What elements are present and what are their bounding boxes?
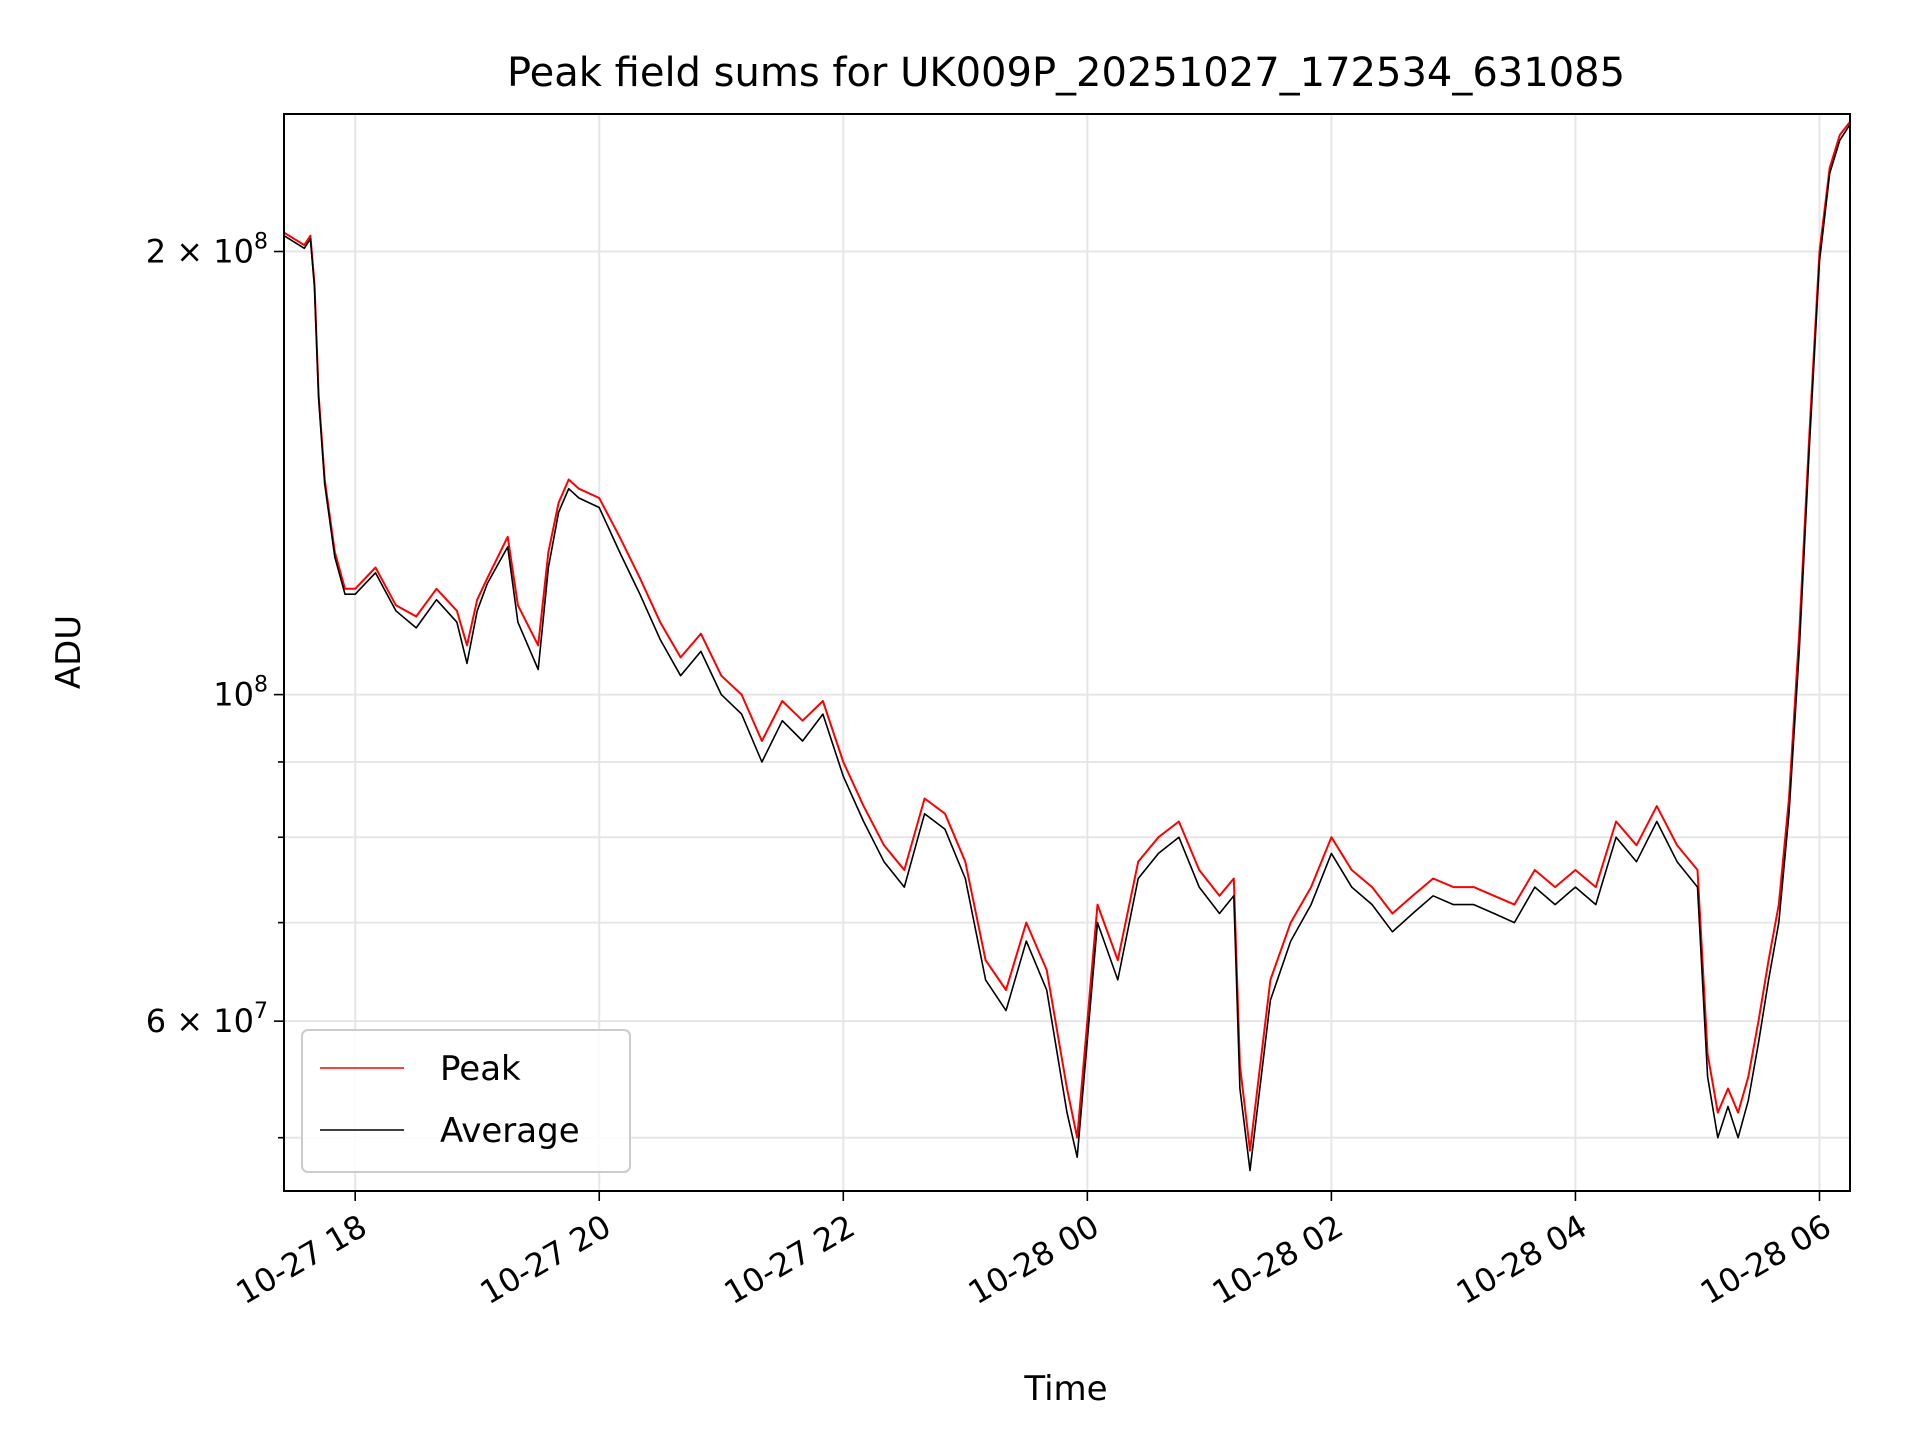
legend-label-peak: Peak <box>440 1049 521 1089</box>
y-tick-label-exponent: 8 <box>254 673 268 698</box>
legend-box <box>301 1029 631 1173</box>
plot-frame <box>283 113 1851 1192</box>
y-tick-label-base: 2 × 10 <box>146 233 254 271</box>
y-axis-label: ADU <box>49 615 89 689</box>
y-tick-label-exponent: 8 <box>254 230 268 255</box>
y-tick-label-exponent: 7 <box>254 999 268 1024</box>
series-line-peak <box>284 121 1850 1152</box>
x-axis-label: Time <box>1023 1369 1107 1409</box>
y-tick-label: 108 <box>213 673 268 714</box>
legend: Peak Average <box>301 1029 631 1173</box>
y-tick-label: 2 × 108 <box>146 230 268 271</box>
series-layer <box>284 121 1850 1172</box>
y-tick-label: 6 × 107 <box>146 999 268 1040</box>
y-tick-label-base: 6 × 10 <box>146 1002 254 1040</box>
legend-label-average: Average <box>440 1111 580 1151</box>
y-tick-label-base: 10 <box>213 676 254 714</box>
chart-title: Peak field sums for UK009P_20251027_1725… <box>507 50 1625 96</box>
series-line-average <box>284 123 1850 1172</box>
